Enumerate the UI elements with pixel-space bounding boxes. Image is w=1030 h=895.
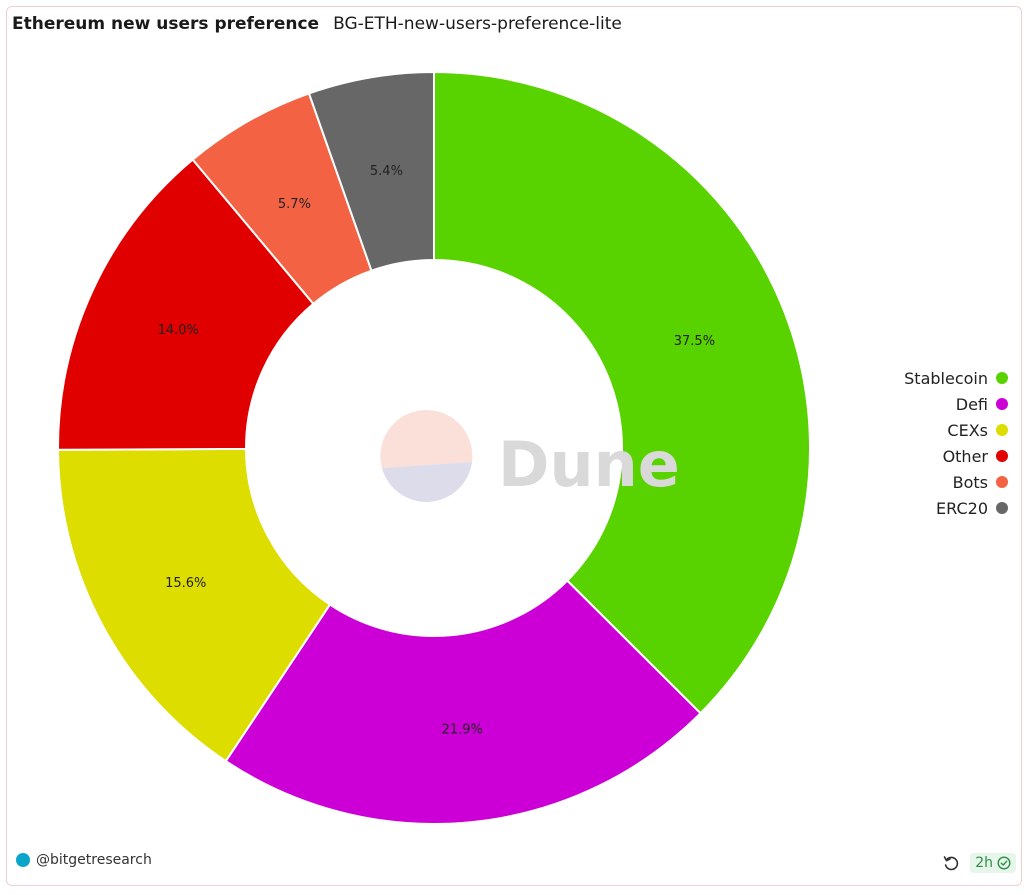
legend-label: CEXs <box>947 420 988 440</box>
slice-stablecoin[interactable] <box>433 70 811 715</box>
slice-erc20[interactable] <box>307 70 435 272</box>
data-label-defi: 21.9% <box>442 723 483 738</box>
slice-cexs[interactable] <box>56 447 332 763</box>
legend-dot-icon <box>996 398 1008 410</box>
author-handle[interactable]: @bitgetresearch <box>36 852 152 868</box>
legend-label: Bots <box>952 472 988 492</box>
legend-dot-icon <box>996 372 1008 384</box>
footer-status: 2h <box>942 853 1016 873</box>
data-label-erc20: 5.4% <box>370 164 403 179</box>
slice-other[interactable] <box>57 158 315 451</box>
legend-item-cexs[interactable]: CEXs <box>947 417 1008 443</box>
legend-dot-icon <box>996 476 1008 488</box>
freshness-badge: 2h <box>970 853 1016 873</box>
legend-item-erc20[interactable]: ERC20 <box>936 495 1008 521</box>
legend-item-bots[interactable]: Bots <box>953 469 1008 495</box>
legend-label: ERC20 <box>936 498 988 518</box>
chart-legend: Stablecoin Defi CEXs Other Bots ERC20 <box>904 365 1008 521</box>
legend-item-other[interactable]: Other <box>943 443 1008 469</box>
legend-label: Stablecoin <box>904 368 988 388</box>
legend-dot-icon <box>996 450 1008 462</box>
dune-logo-icon <box>380 409 473 502</box>
query-name[interactable]: BG-ETH-new-users-preference-lite <box>333 14 622 34</box>
legend-dot-icon <box>996 424 1008 436</box>
legend-label: Other <box>942 446 988 466</box>
watermark-text: Dune <box>498 428 680 501</box>
data-label-bots: 5.7% <box>278 197 311 212</box>
chart-title: Ethereum new users preference <box>12 14 320 34</box>
check-circle-icon <box>997 856 1011 870</box>
refresh-icon[interactable] <box>942 854 960 872</box>
legend-item-stablecoin[interactable]: Stablecoin <box>904 365 1008 391</box>
data-label-cexs: 15.6% <box>165 576 206 591</box>
data-label-other: 14.0% <box>158 323 199 338</box>
slice-defi[interactable] <box>224 579 702 825</box>
labels-layer: 37.5% 21.9% 15.6% 14.0% 5.7% 5.4% <box>158 164 715 738</box>
avatar <box>16 853 30 867</box>
slices-layer <box>56 70 811 825</box>
chart-header: Ethereum new users preference BG-ETH-new… <box>12 14 622 38</box>
legend-dot-icon <box>996 502 1008 514</box>
data-label-stablecoin: 37.5% <box>674 334 715 349</box>
legend-item-defi[interactable]: Defi <box>956 391 1008 417</box>
legend-label: Defi <box>955 394 988 414</box>
freshness-age: 2h <box>975 855 993 871</box>
dune-watermark: Dune <box>380 409 680 502</box>
footer-author[interactable]: @bitgetresearch <box>16 852 152 868</box>
